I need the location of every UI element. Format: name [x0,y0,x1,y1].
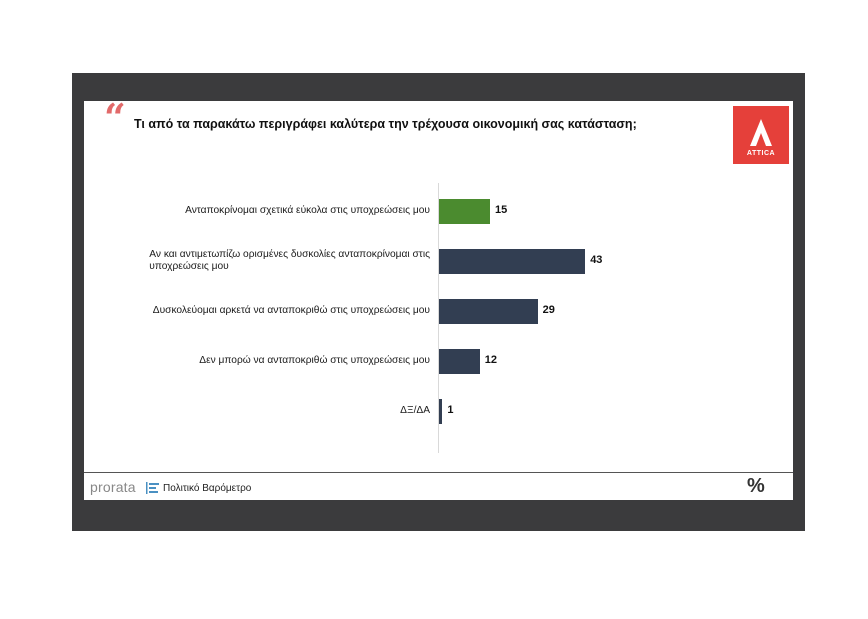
logo-text: ATTICA [746,150,776,157]
category-axis-line [438,183,439,453]
data-label: 29 [542,304,555,316]
attica-logo: ATTICA [733,106,789,164]
category-label: Δεν μπορώ να ανταποκριθώ στις υποχρεώσει… [199,355,430,367]
category-label-line: Ανταποκρίνομαι σχετικά εύκολα στις υποχρ… [185,205,430,216]
category-label-line: Αν και αντιμετωπίζω ορισμένες δυσκολίες … [149,249,430,260]
bar [439,298,538,324]
data-label: 12 [484,354,498,366]
percent-icon: % [747,475,765,497]
bar [439,198,490,224]
bar-chart-icon [146,482,159,494]
bar [439,398,443,424]
data-label: 15 [495,204,508,216]
data-label: 43 [590,254,603,266]
quote-mark-icon: “ [104,95,126,140]
slide: “ Τι από τα παρακάτω περιγράφει καλύτερα… [84,95,793,500]
attica-logo-icon [750,119,772,146]
category-label: Δυσκολεύομαι αρκετά να ανταποκριθώ στις … [153,305,430,317]
category-label-line: υποχρεώσεις μου [149,261,229,272]
prorata-logo: prorata [90,479,136,495]
category-label-line: Δυσκολεύομαι αρκετά να ανταποκριθώ στις … [152,305,430,316]
category-label: Αν και αντιμετωπίζω ορισμένες δυσκολίες … [149,249,430,273]
bar [439,248,586,274]
data-label: 1 [447,404,454,416]
bar [439,348,480,374]
question-title: Τι από τα παρακάτω περιγράφει καλύτερα τ… [134,117,637,131]
footer-divider [84,472,793,473]
footer-subtitle: Πολιτικό Βαρόμετρο [163,483,252,494]
category-label-line: ΔΞ/ΔΑ [400,405,430,416]
category-label: Ανταποκρίνομαι σχετικά εύκολα στις υποχρ… [185,205,430,217]
category-label: ΔΞ/ΔΑ [400,405,430,417]
category-label-line: Δεν μπορώ να ανταποκριθώ στις υποχρεώσει… [199,355,430,366]
